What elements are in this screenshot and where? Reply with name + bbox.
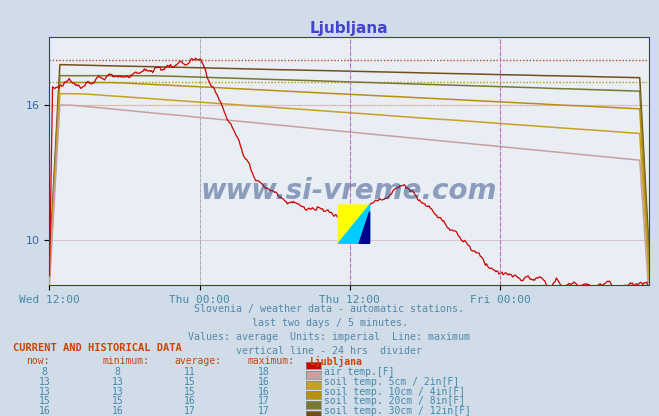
Text: soil temp. 10cm / 4in[F]: soil temp. 10cm / 4in[F] bbox=[324, 387, 465, 397]
Text: CURRENT AND HISTORICAL DATA: CURRENT AND HISTORICAL DATA bbox=[13, 343, 182, 353]
Text: 17: 17 bbox=[184, 406, 196, 416]
Text: Ljubljana: Ljubljana bbox=[310, 356, 362, 367]
Text: 15: 15 bbox=[184, 387, 196, 397]
Text: 8: 8 bbox=[42, 367, 47, 377]
Text: average:: average: bbox=[175, 356, 221, 366]
Text: 16: 16 bbox=[184, 396, 196, 406]
Text: 17: 17 bbox=[258, 406, 270, 416]
Text: air temp.[F]: air temp.[F] bbox=[324, 367, 394, 377]
Polygon shape bbox=[359, 212, 370, 243]
Text: 15: 15 bbox=[184, 377, 196, 387]
Text: 18: 18 bbox=[258, 367, 270, 377]
Text: 13: 13 bbox=[111, 387, 123, 397]
Text: soil temp. 20cm / 8in[F]: soil temp. 20cm / 8in[F] bbox=[324, 396, 465, 406]
Polygon shape bbox=[338, 205, 370, 243]
Text: soil temp. 5cm / 2in[F]: soil temp. 5cm / 2in[F] bbox=[324, 377, 459, 387]
Text: maximum:: maximum: bbox=[247, 356, 294, 366]
Text: 13: 13 bbox=[39, 387, 51, 397]
Text: 16: 16 bbox=[39, 406, 51, 416]
Text: www.si-vreme.com: www.si-vreme.com bbox=[201, 177, 498, 205]
Title: Ljubljana: Ljubljana bbox=[310, 21, 389, 36]
Text: 16: 16 bbox=[258, 387, 270, 397]
Text: minimum:: minimum: bbox=[102, 356, 149, 366]
Text: 16: 16 bbox=[258, 377, 270, 387]
Text: soil temp. 30cm / 12in[F]: soil temp. 30cm / 12in[F] bbox=[324, 406, 471, 416]
Text: now:: now: bbox=[26, 356, 50, 366]
Polygon shape bbox=[338, 205, 370, 243]
Text: 13: 13 bbox=[39, 377, 51, 387]
Text: Slovenia / weather data - automatic stations.
last two days / 5 minutes.
Values:: Slovenia / weather data - automatic stat… bbox=[188, 304, 471, 356]
Text: 16: 16 bbox=[111, 406, 123, 416]
Text: 11: 11 bbox=[184, 367, 196, 377]
Text: 15: 15 bbox=[111, 396, 123, 406]
Text: 17: 17 bbox=[258, 396, 270, 406]
Text: 13: 13 bbox=[111, 377, 123, 387]
Text: 15: 15 bbox=[39, 396, 51, 406]
Text: 8: 8 bbox=[115, 367, 120, 377]
